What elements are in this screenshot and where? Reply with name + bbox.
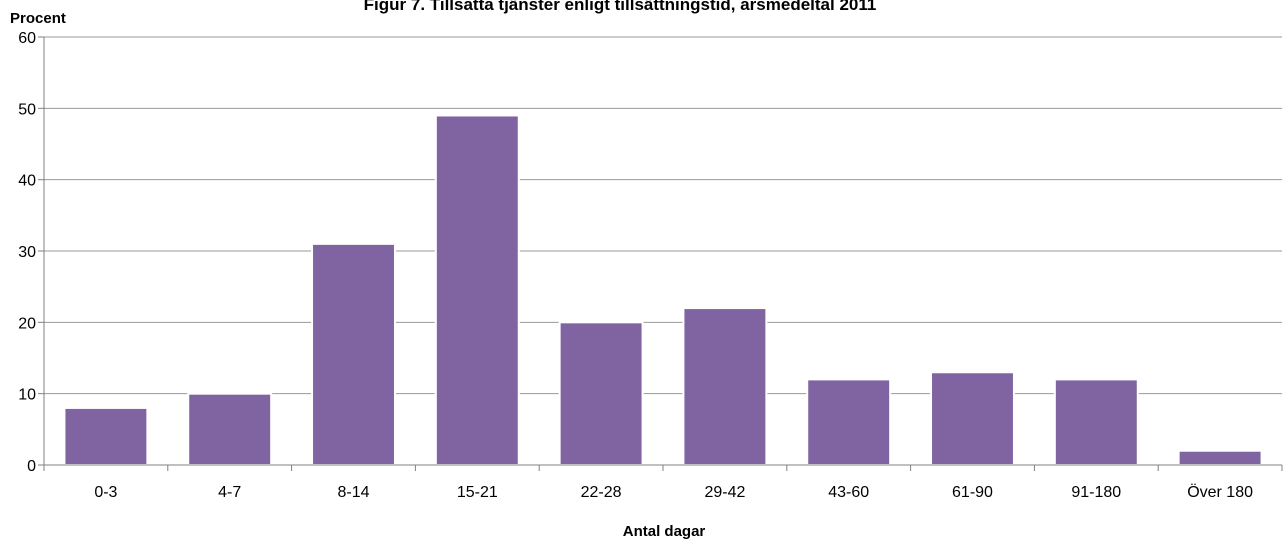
bar-22-28: [558, 321, 644, 467]
y-axis-title: Procent: [10, 10, 66, 27]
y-tick-label: 40: [18, 173, 36, 190]
x-tick-label: 91-180: [1071, 484, 1121, 501]
y-tick-label: 20: [18, 315, 36, 332]
bar-4-7: [187, 392, 273, 466]
y-tick-label: 30: [18, 244, 36, 261]
bar-61-90: [930, 371, 1015, 466]
y-tick-label: 0: [27, 458, 36, 475]
bar-91-180: [1053, 378, 1139, 466]
bar-0-3: [63, 406, 149, 466]
chart-title: Figur 7. Tillsatta tjänster enligt tills…: [364, 0, 877, 14]
bar-15-21: [434, 114, 520, 466]
bar--ver-180: [1177, 449, 1263, 467]
axes: [38, 36, 1283, 471]
bar-8-14: [311, 242, 396, 466]
bars: [63, 114, 1263, 467]
x-tick-label: 4-7: [218, 484, 241, 501]
y-tick-label: 50: [18, 101, 36, 118]
y-tick-label: 60: [18, 30, 36, 47]
x-tick-label: 15-21: [457, 484, 498, 501]
bar-43-60: [806, 378, 892, 466]
x-axis-title: Antal dagar: [623, 523, 706, 540]
gridlines: [44, 36, 1282, 395]
tick-labels: 0 10 20 30 40 50 60 0-3 4-7 8-14 15-21 22-28 29-42 43…: [18, 30, 1253, 501]
bar-29-42: [682, 307, 768, 467]
x-tick-label: 8-14: [337, 484, 369, 501]
x-tick-label: 0-3: [94, 484, 117, 501]
x-tick-label: 43-60: [828, 484, 869, 501]
x-tick-label: 22-28: [581, 484, 622, 501]
x-tick-label: Över 180: [1187, 483, 1253, 501]
x-tick-label: 61-90: [952, 484, 993, 501]
x-tick-label: 29-42: [704, 484, 745, 501]
y-tick-label: 10: [18, 387, 36, 404]
